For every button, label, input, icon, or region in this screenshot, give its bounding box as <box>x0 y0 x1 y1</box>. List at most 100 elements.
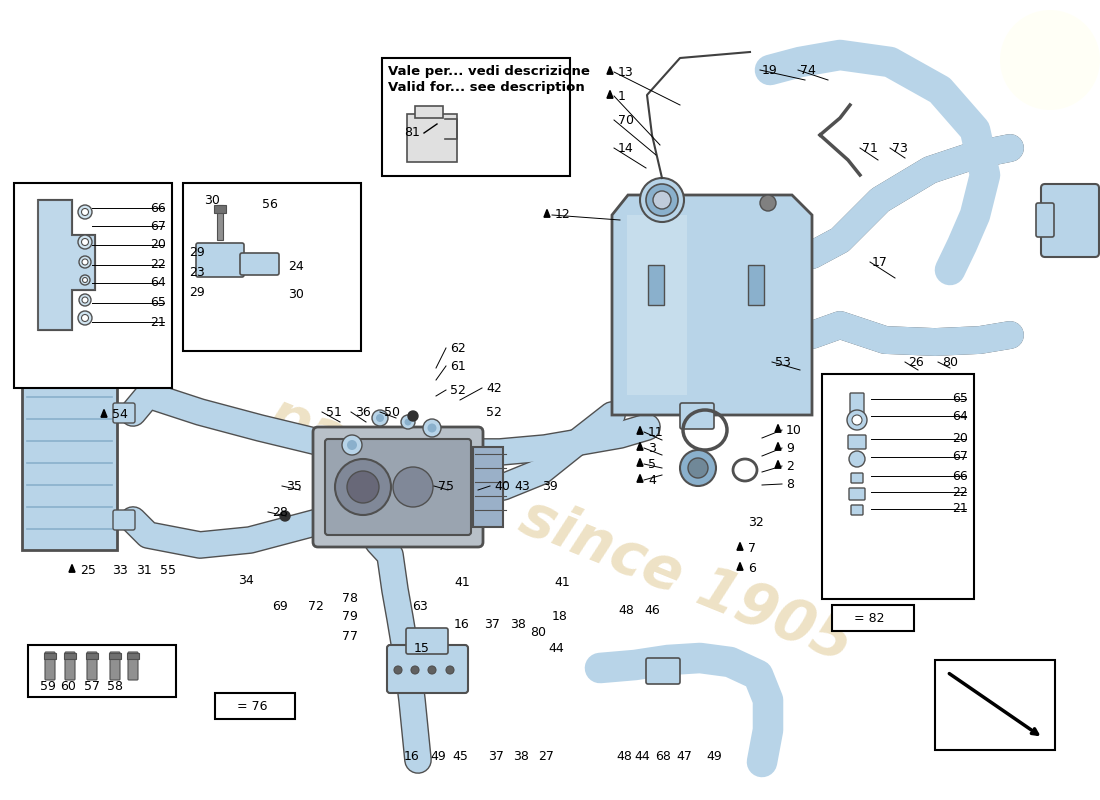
Circle shape <box>78 205 92 219</box>
Polygon shape <box>637 426 644 434</box>
FancyBboxPatch shape <box>1041 184 1099 257</box>
Text: 6: 6 <box>748 562 756 574</box>
Polygon shape <box>737 542 742 550</box>
Text: 7: 7 <box>748 542 756 554</box>
Text: 80: 80 <box>942 355 958 369</box>
Bar <box>22 385 117 550</box>
Text: 38: 38 <box>510 618 526 630</box>
Text: 69: 69 <box>272 599 288 613</box>
FancyBboxPatch shape <box>196 243 244 277</box>
Text: 64: 64 <box>953 410 968 422</box>
Circle shape <box>411 666 419 674</box>
Text: 44: 44 <box>634 750 650 762</box>
Bar <box>214 693 295 719</box>
Text: 21: 21 <box>953 502 968 515</box>
Circle shape <box>82 259 88 265</box>
Text: 59: 59 <box>40 681 56 694</box>
Text: 35: 35 <box>286 479 301 493</box>
Bar <box>822 374 974 599</box>
Circle shape <box>80 275 90 285</box>
FancyBboxPatch shape <box>849 488 865 500</box>
Circle shape <box>428 666 436 674</box>
Text: 31: 31 <box>136 563 152 577</box>
Text: 29: 29 <box>189 286 205 299</box>
Text: 58: 58 <box>107 681 123 694</box>
Polygon shape <box>607 90 613 98</box>
Text: 65: 65 <box>953 393 968 406</box>
Text: 55: 55 <box>160 563 176 577</box>
Text: 33: 33 <box>112 563 128 577</box>
FancyBboxPatch shape <box>848 435 866 449</box>
Text: Valid for... see description: Valid for... see description <box>388 81 585 94</box>
FancyBboxPatch shape <box>851 473 864 483</box>
Text: 17: 17 <box>872 255 888 269</box>
Text: 42: 42 <box>486 382 502 394</box>
Bar <box>407 114 456 162</box>
Text: 54: 54 <box>112 409 128 422</box>
FancyBboxPatch shape <box>65 652 75 680</box>
Bar <box>627 215 688 395</box>
FancyBboxPatch shape <box>314 427 483 547</box>
Text: 61: 61 <box>450 359 465 373</box>
Bar <box>109 653 121 659</box>
Circle shape <box>78 311 92 325</box>
FancyBboxPatch shape <box>324 439 471 535</box>
Bar <box>14 183 172 388</box>
Polygon shape <box>405 154 411 162</box>
Circle shape <box>372 410 388 426</box>
Text: 74: 74 <box>800 63 816 77</box>
FancyBboxPatch shape <box>387 645 468 693</box>
Text: 48: 48 <box>618 603 634 617</box>
Text: 67: 67 <box>953 450 968 463</box>
Text: 11: 11 <box>648 426 663 438</box>
Text: 79: 79 <box>342 610 358 622</box>
Text: 47: 47 <box>676 750 692 762</box>
Text: 1: 1 <box>618 90 626 102</box>
Text: 23: 23 <box>189 266 205 279</box>
Text: 19: 19 <box>762 63 778 77</box>
Polygon shape <box>101 410 107 418</box>
Circle shape <box>336 459 390 515</box>
Circle shape <box>408 411 418 421</box>
Polygon shape <box>737 562 742 570</box>
Text: 5: 5 <box>648 458 656 470</box>
Bar <box>126 653 139 659</box>
Text: 80: 80 <box>530 626 546 639</box>
Text: 34: 34 <box>238 574 254 586</box>
Bar <box>935 660 1055 750</box>
Circle shape <box>190 252 200 262</box>
Text: = 82: = 82 <box>854 611 884 625</box>
Circle shape <box>847 410 867 430</box>
Circle shape <box>394 666 402 674</box>
FancyBboxPatch shape <box>646 658 680 684</box>
Text: 70: 70 <box>618 114 634 126</box>
FancyBboxPatch shape <box>1036 203 1054 237</box>
Text: 29: 29 <box>189 246 205 259</box>
Bar <box>473 447 503 527</box>
Circle shape <box>82 297 88 303</box>
Text: 51: 51 <box>326 406 342 418</box>
Polygon shape <box>776 442 781 450</box>
Circle shape <box>653 191 671 209</box>
Circle shape <box>78 235 92 249</box>
Text: 43: 43 <box>514 479 530 493</box>
Text: 60: 60 <box>60 681 76 694</box>
Text: 81: 81 <box>404 126 420 139</box>
Text: 64: 64 <box>151 277 166 290</box>
Circle shape <box>346 471 380 503</box>
FancyBboxPatch shape <box>128 652 138 680</box>
FancyBboxPatch shape <box>851 505 864 515</box>
Text: 37: 37 <box>484 618 499 630</box>
Circle shape <box>852 415 862 425</box>
Bar <box>415 106 443 118</box>
Text: passion since 1905: passion since 1905 <box>260 386 861 674</box>
FancyBboxPatch shape <box>45 652 55 680</box>
Bar <box>382 58 570 176</box>
Text: 16: 16 <box>404 750 420 762</box>
Text: 71: 71 <box>862 142 878 154</box>
Circle shape <box>405 418 411 426</box>
Text: 32: 32 <box>748 515 763 529</box>
Text: 45: 45 <box>452 750 468 762</box>
Text: 28: 28 <box>272 506 288 518</box>
Text: 27: 27 <box>538 750 554 762</box>
